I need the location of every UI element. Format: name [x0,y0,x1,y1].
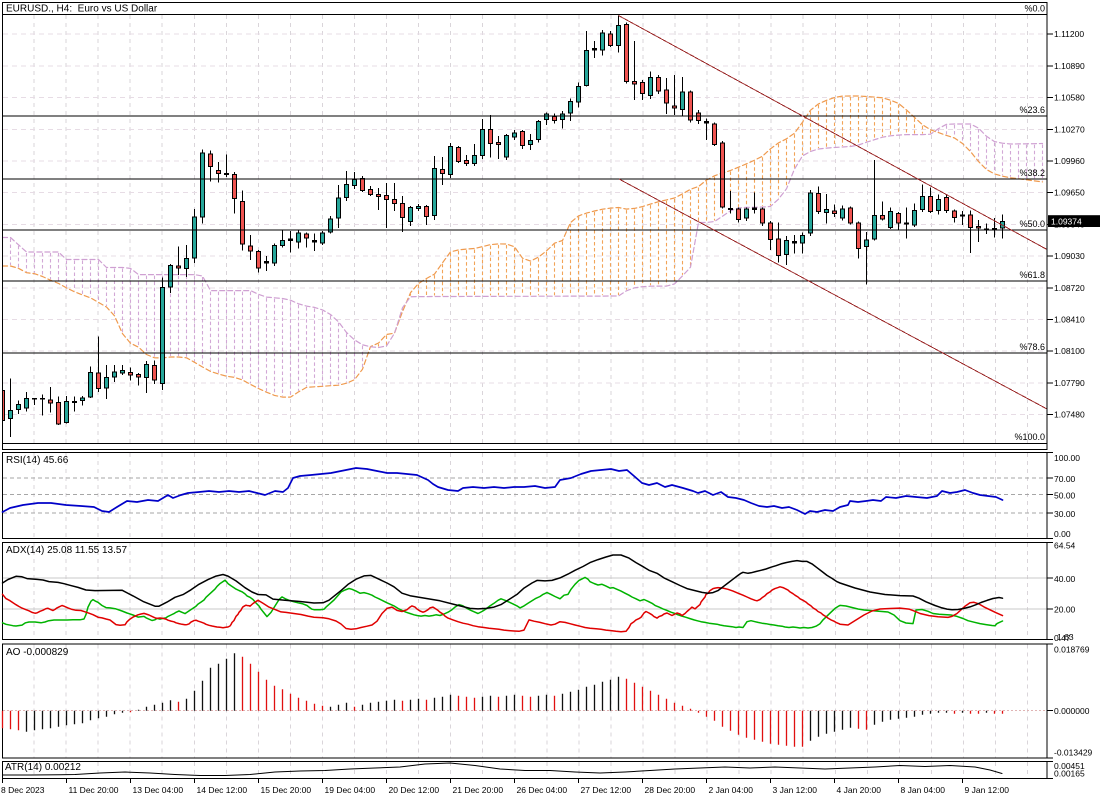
svg-text:AO -0.000829: AO -0.000829 [6,647,69,658]
svg-text:ATR(14) 0.00212: ATR(14) 0.00212 [5,762,81,773]
svg-text:64.54: 64.54 [1054,541,1076,551]
svg-text:1.10580: 1.10580 [1054,93,1085,103]
svg-text:%100.0: %100.0 [1014,432,1045,442]
svg-text:50.00: 50.00 [1054,491,1076,501]
svg-text:0.018769: 0.018769 [1054,645,1090,655]
svg-text:3 Jan 12:00: 3 Jan 12:00 [773,785,818,795]
svg-text:27 Dec 12:00: 27 Dec 12:00 [581,785,632,795]
svg-text:40.00: 40.00 [1054,574,1076,584]
svg-text:ADX(14) 25.08 11.55 13.57: ADX(14) 25.08 11.55 13.57 [6,545,127,556]
svg-text:0.00451: 0.00451 [1054,761,1085,771]
svg-text:1.07790: 1.07790 [1054,378,1085,388]
svg-text:14 Dec 12:00: 14 Dec 12:00 [197,785,248,795]
svg-text:%78.6: %78.6 [1019,342,1045,352]
svg-text:21 Dec 20:00: 21 Dec 20:00 [453,785,504,795]
svg-text:%0.0: %0.0 [1024,4,1045,14]
svg-text:0.00165: 0.00165 [1054,769,1085,779]
svg-text:1.10890: 1.10890 [1054,61,1085,71]
svg-text:RSI(14) 45.66: RSI(14) 45.66 [6,455,69,466]
svg-text:EURUSD., H4: Euro vs US Dolla: EURUSD., H4: Euro vs US Dollar [6,4,158,15]
svg-text:1.10270: 1.10270 [1054,124,1085,134]
svg-text:2 Jan 04:00: 2 Jan 04:00 [709,785,754,795]
svg-text:1.08410: 1.08410 [1054,315,1085,325]
svg-text:11 Dec 20:00: 11 Dec 20:00 [69,785,119,795]
svg-text:19 Dec 04:00: 19 Dec 04:00 [325,785,376,795]
svg-text:%23.6: %23.6 [1019,105,1045,115]
svg-text:1.08100: 1.08100 [1054,346,1085,356]
svg-text:9 Jan 12:00: 9 Jan 12:00 [965,785,1010,795]
svg-text:0.000000: 0.000000 [1054,706,1090,716]
svg-text:30.00: 30.00 [1054,509,1076,519]
svg-text:1.07480: 1.07480 [1054,410,1085,420]
svg-text:0.47: 0.47 [1054,633,1071,643]
svg-text:1.09030: 1.09030 [1054,251,1085,261]
svg-text:20.00: 20.00 [1054,605,1076,615]
svg-text:100.00: 100.00 [1054,453,1080,463]
svg-text:70.00: 70.00 [1054,474,1076,484]
svg-text:15 Dec 20:00: 15 Dec 20:00 [261,785,312,795]
svg-text:0.00: 0.00 [1054,529,1071,539]
svg-text:28 Dec 20:00: 28 Dec 20:00 [645,785,696,795]
svg-text:%50.0: %50.0 [1019,219,1045,229]
svg-text:8 Jan 04:00: 8 Jan 04:00 [901,785,946,795]
svg-text:20 Dec 12:00: 20 Dec 12:00 [389,785,440,795]
svg-text:13 Dec 04:00: 13 Dec 04:00 [133,785,184,795]
svg-text:-0.013429: -0.013429 [1054,748,1093,758]
svg-text:1.09650: 1.09650 [1054,188,1085,198]
svg-text:%61.8: %61.8 [1019,270,1045,280]
svg-text:4 Jan 20:00: 4 Jan 20:00 [837,785,882,795]
svg-text:1.09374: 1.09374 [1051,217,1082,227]
svg-text:1.11200: 1.11200 [1054,29,1084,39]
svg-text:1.09960: 1.09960 [1054,156,1085,166]
svg-text:1.63: 1.63 [1057,632,1074,642]
svg-text:26 Dec 04:00: 26 Dec 04:00 [517,785,568,795]
svg-text:%38.2: %38.2 [1019,168,1045,178]
svg-text:1.08720: 1.08720 [1054,283,1085,293]
svg-text:8 Dec 2023: 8 Dec 2023 [1,785,45,795]
